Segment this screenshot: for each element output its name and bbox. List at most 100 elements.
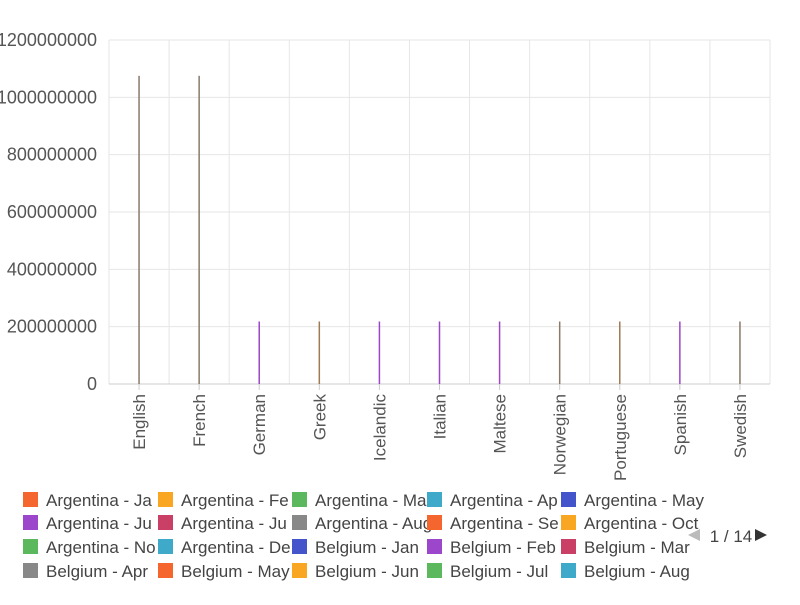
legend-item[interactable]: Argentina - Ja	[23, 491, 152, 510]
legend-swatch	[561, 563, 576, 578]
legend-item[interactable]: Belgium - Jun	[292, 562, 419, 581]
legend-swatch	[23, 515, 38, 530]
legend-item[interactable]: Argentina - Fe	[158, 491, 289, 510]
pager-label: 1 / 14	[710, 527, 753, 546]
legend-item[interactable]: Argentina - Ju	[158, 514, 287, 533]
bar[interactable]	[258, 321, 260, 384]
legend-swatch	[158, 515, 173, 530]
legend-item[interactable]: Argentina - Ju	[23, 514, 152, 533]
legend-item[interactable]: Argentina - Ap	[427, 491, 558, 510]
legend-item[interactable]: Belgium - Mar	[561, 538, 690, 557]
legend-label: Argentina - Ju	[46, 514, 152, 533]
legend: Argentina - Ja Argentina - Fe Argentina - …	[23, 491, 704, 581]
y-tick-label: 1000000000	[0, 87, 97, 107]
x-tick-label: Swedish	[731, 394, 750, 458]
legend-swatch	[561, 515, 576, 530]
bar[interactable]	[558, 321, 561, 384]
x-axis-labels: English French German Greek Icelandic Italian…	[130, 394, 750, 481]
legend-item[interactable]: Argentina - Aug	[292, 514, 432, 533]
bar[interactable]	[138, 75, 140, 384]
legend-label: Argentina - De	[181, 538, 291, 557]
x-tick-label: German	[250, 394, 269, 455]
legend-swatch	[427, 563, 442, 578]
x-tick-label: Maltese	[491, 394, 510, 454]
legend-label: Argentina - Ap	[450, 491, 558, 510]
bar[interactable]	[438, 321, 441, 384]
legend-label: Argentina - Oct	[584, 514, 699, 533]
bar[interactable]	[198, 75, 200, 384]
next-page-icon[interactable]	[755, 529, 767, 541]
legend-item[interactable]: Argentina - Ma	[292, 491, 427, 510]
y-tick-label: 1200000000	[0, 30, 97, 50]
y-tick-label: 600000000	[7, 202, 97, 222]
legend-item[interactable]: Belgium - Apr	[23, 562, 148, 581]
legend-label: Belgium - Jan	[315, 538, 419, 557]
grid	[108, 39, 771, 385]
bars	[138, 75, 741, 384]
legend-swatch	[23, 539, 38, 554]
legend-item[interactable]: Belgium - May	[158, 562, 290, 581]
bar[interactable]	[498, 321, 501, 384]
legend-label: Argentina - Ma	[315, 491, 427, 510]
legend-item[interactable]: Argentina - De	[158, 538, 291, 557]
legend-label: Belgium - Jun	[315, 562, 419, 581]
legend-swatch	[427, 539, 442, 554]
x-tick-label: French	[190, 394, 209, 447]
x-tick-label: Portuguese	[611, 394, 630, 481]
x-tick-label: English	[130, 394, 149, 450]
legend-label: Belgium - Jul	[450, 562, 548, 581]
x-tick-label: Icelandic	[370, 394, 389, 462]
legend-item[interactable]: Argentina - No	[23, 538, 156, 557]
bar[interactable]	[318, 321, 321, 384]
legend-swatch	[561, 492, 576, 507]
legend-swatch	[292, 492, 307, 507]
x-tick-label: Norwegian	[551, 394, 570, 475]
bar[interactable]	[739, 321, 741, 384]
legend-item[interactable]: Belgium - Jul	[427, 562, 548, 581]
legend-label: Belgium - Feb	[450, 538, 556, 557]
legend-item[interactable]: Argentina - May	[561, 491, 704, 510]
legend-swatch	[158, 539, 173, 554]
legend-swatch	[561, 539, 576, 554]
bar[interactable]	[619, 321, 621, 384]
y-tick-label: 400000000	[7, 259, 97, 279]
legend-label: Argentina - No	[46, 538, 156, 557]
legend-swatch	[23, 492, 38, 507]
y-tick-label: 800000000	[7, 145, 97, 165]
legend-swatch	[292, 539, 307, 554]
legend-pager: 1 / 14	[688, 527, 767, 546]
legend-label: Belgium - Aug	[584, 562, 690, 581]
x-tick-label: Spanish	[671, 394, 690, 455]
legend-item[interactable]: Belgium - Aug	[561, 562, 690, 581]
legend-label: Argentina - Aug	[315, 514, 432, 533]
legend-label: Argentina - Fe	[181, 491, 289, 510]
legend-label: Belgium - May	[181, 562, 290, 581]
legend-label: Argentina - May	[584, 491, 704, 510]
legend-swatch	[427, 492, 442, 507]
y-axis-labels: 0 200000000 400000000 600000000 800000000 100…	[0, 30, 97, 394]
prev-page-icon[interactable]	[688, 529, 700, 541]
legend-swatch	[23, 563, 38, 578]
legend-item[interactable]: Argentina - Oct	[561, 514, 699, 533]
legend-swatch	[292, 515, 307, 530]
legend-label: Argentina - Se	[450, 514, 559, 533]
y-tick-label: 0	[87, 374, 97, 394]
legend-label: Belgium - Apr	[46, 562, 148, 581]
legend-swatch	[292, 563, 307, 578]
legend-label: Argentina - Ja	[46, 491, 152, 510]
bar[interactable]	[378, 321, 381, 384]
legend-swatch	[158, 563, 173, 578]
axes	[109, 383, 770, 390]
legend-item[interactable]: Belgium - Feb	[427, 538, 556, 557]
x-tick-label: Greek	[310, 394, 329, 441]
legend-label: Belgium - Mar	[584, 538, 690, 557]
x-tick-label: Italian	[431, 394, 450, 439]
legend-item[interactable]: Argentina - Se	[427, 514, 559, 533]
y-tick-label: 200000000	[7, 317, 97, 337]
legend-item[interactable]: Belgium - Jan	[292, 538, 419, 557]
legend-swatch	[427, 515, 442, 530]
legend-swatch	[158, 492, 173, 507]
bar[interactable]	[679, 321, 681, 384]
